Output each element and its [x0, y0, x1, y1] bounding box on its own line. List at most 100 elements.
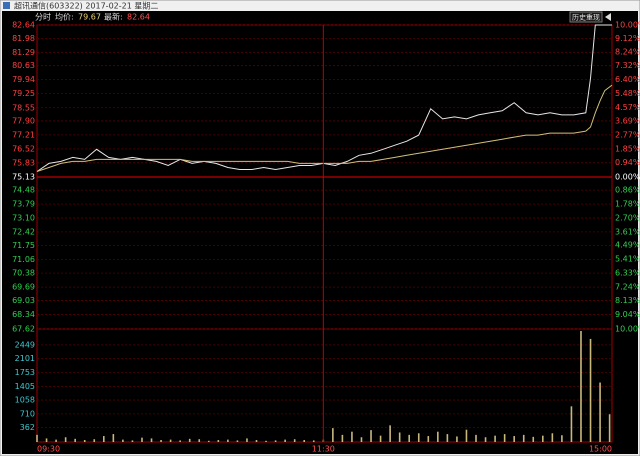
volume-bar — [160, 440, 162, 442]
window-icon — [3, 2, 10, 9]
y-tick-label: 2101 — [15, 354, 35, 363]
volume-bar — [580, 330, 582, 442]
volume-bar — [599, 382, 601, 442]
y2-tick-label: 4.49% — [615, 241, 640, 250]
volume-bar — [246, 438, 248, 442]
y2-tick-label: 9.04% — [615, 310, 640, 319]
readout-label: 均价: — [55, 12, 74, 22]
volume-bar — [274, 440, 277, 442]
volume-bar — [36, 434, 38, 442]
volume-bar — [379, 435, 382, 442]
volume-bar — [293, 439, 296, 442]
y-tick-label: 79.94 — [12, 75, 35, 84]
y-tick-label: 69.69 — [12, 283, 35, 292]
readout-label: 最新: — [104, 12, 123, 22]
volume-bar — [370, 430, 372, 442]
y2-tick-label: 10.00% — [615, 325, 640, 334]
y-tick-label: 77.21 — [12, 130, 35, 139]
volume-bar — [608, 414, 611, 442]
history-button[interactable] — [569, 11, 603, 23]
y2-tick-label: 2.77% — [615, 130, 640, 139]
y-tick-label: 1058 — [15, 396, 35, 405]
y-tick-label: 1753 — [15, 368, 35, 377]
y2-tick-label: 8.24% — [615, 47, 640, 56]
y2-tick-label: 7.32% — [615, 61, 640, 70]
readout-value: 79.67 — [78, 13, 101, 22]
y-tick-label: 71.75 — [12, 241, 35, 250]
window-title: 超讯通信(603322) 2017-02-21 星期二 — [14, 1, 158, 11]
volume-bar — [417, 433, 420, 442]
price-line — [36, 84, 613, 172]
y-tick-label: 1405 — [15, 382, 35, 391]
volume-bar — [351, 431, 353, 442]
volume-bar — [389, 425, 391, 442]
y-tick-label: 77.90 — [12, 116, 35, 125]
y-tick-label: 71.06 — [12, 255, 35, 264]
y-tick-label: 79.25 — [12, 89, 35, 98]
volume-bar — [341, 434, 344, 442]
y2-tick-label: 0.94% — [615, 158, 640, 167]
y2-tick-label: 3.61% — [615, 227, 640, 236]
y-tick-label: 75.13 — [12, 173, 35, 182]
y2-tick-label: 0.00% — [615, 173, 640, 182]
volume-bar — [284, 439, 286, 442]
mode-label: 分时 — [35, 12, 51, 22]
volume-bar — [589, 338, 592, 442]
y2-tick-label: 6.33% — [615, 269, 640, 278]
y-tick-label: 73.10 — [12, 214, 35, 223]
x-tick-label: 11:30 — [312, 445, 335, 454]
y-tick-label: 69.03 — [12, 296, 35, 305]
volume-bar — [360, 437, 363, 442]
y2-tick-label: 6.40% — [615, 75, 640, 84]
y2-tick-label: 3.69% — [615, 116, 640, 125]
volume-bar — [83, 440, 86, 442]
y-tick-label: 67.62 — [12, 325, 35, 334]
volume-bar — [446, 434, 449, 442]
y-tick-label: 72.42 — [12, 227, 35, 236]
y2-tick-label: 0.86% — [615, 186, 640, 195]
y-tick-label: 81.29 — [12, 48, 35, 57]
readout-value: 82.64 — [127, 13, 150, 22]
history-button-label[interactable]: 历史重现 — [572, 13, 600, 22]
volume-bar — [456, 436, 458, 442]
volume-bar — [169, 439, 172, 442]
y-tick-label: 81.98 — [12, 34, 35, 43]
volume-bar — [437, 431, 439, 442]
collapse-icon[interactable] — [605, 13, 611, 21]
volume-bar — [64, 437, 67, 442]
plot-frame — [36, 24, 613, 443]
volume-bar — [570, 406, 573, 442]
volume-bar — [255, 440, 258, 442]
volume-bar — [198, 439, 201, 442]
y-tick-label: 710 — [20, 409, 35, 418]
y2-tick-label: 4.57% — [615, 103, 640, 112]
volume-bar — [207, 440, 210, 442]
x-tick-label: 09:30 — [37, 445, 60, 454]
volume-bar — [141, 437, 143, 442]
y2-tick-label: 5.41% — [615, 255, 640, 264]
volume-bar — [188, 438, 191, 442]
volume-bar — [532, 436, 535, 442]
y2-tick-label: 8.13% — [615, 296, 640, 305]
volume-bar — [312, 440, 315, 442]
y2-tick-label: 1.78% — [615, 200, 640, 209]
y-tick-label: 2449 — [15, 340, 35, 349]
y-tick-label: 68.34 — [12, 310, 35, 319]
x-tick-label: 15:00 — [589, 445, 612, 454]
volume-bar — [475, 434, 477, 442]
volume-bar — [551, 433, 554, 442]
volume-bar — [74, 438, 76, 442]
volume-bar — [503, 434, 506, 442]
volume-bar — [93, 439, 96, 442]
volume-bar — [494, 435, 496, 442]
y2-tick-label: 10.00% — [615, 21, 640, 30]
volume-bar — [122, 439, 124, 442]
volume-bar — [217, 440, 220, 442]
volume-bar — [408, 434, 410, 442]
y-tick-label: 80.63 — [12, 61, 35, 70]
volume-bar — [179, 440, 181, 442]
y-tick-label: 73.79 — [12, 200, 35, 209]
volume-bar — [45, 438, 48, 442]
